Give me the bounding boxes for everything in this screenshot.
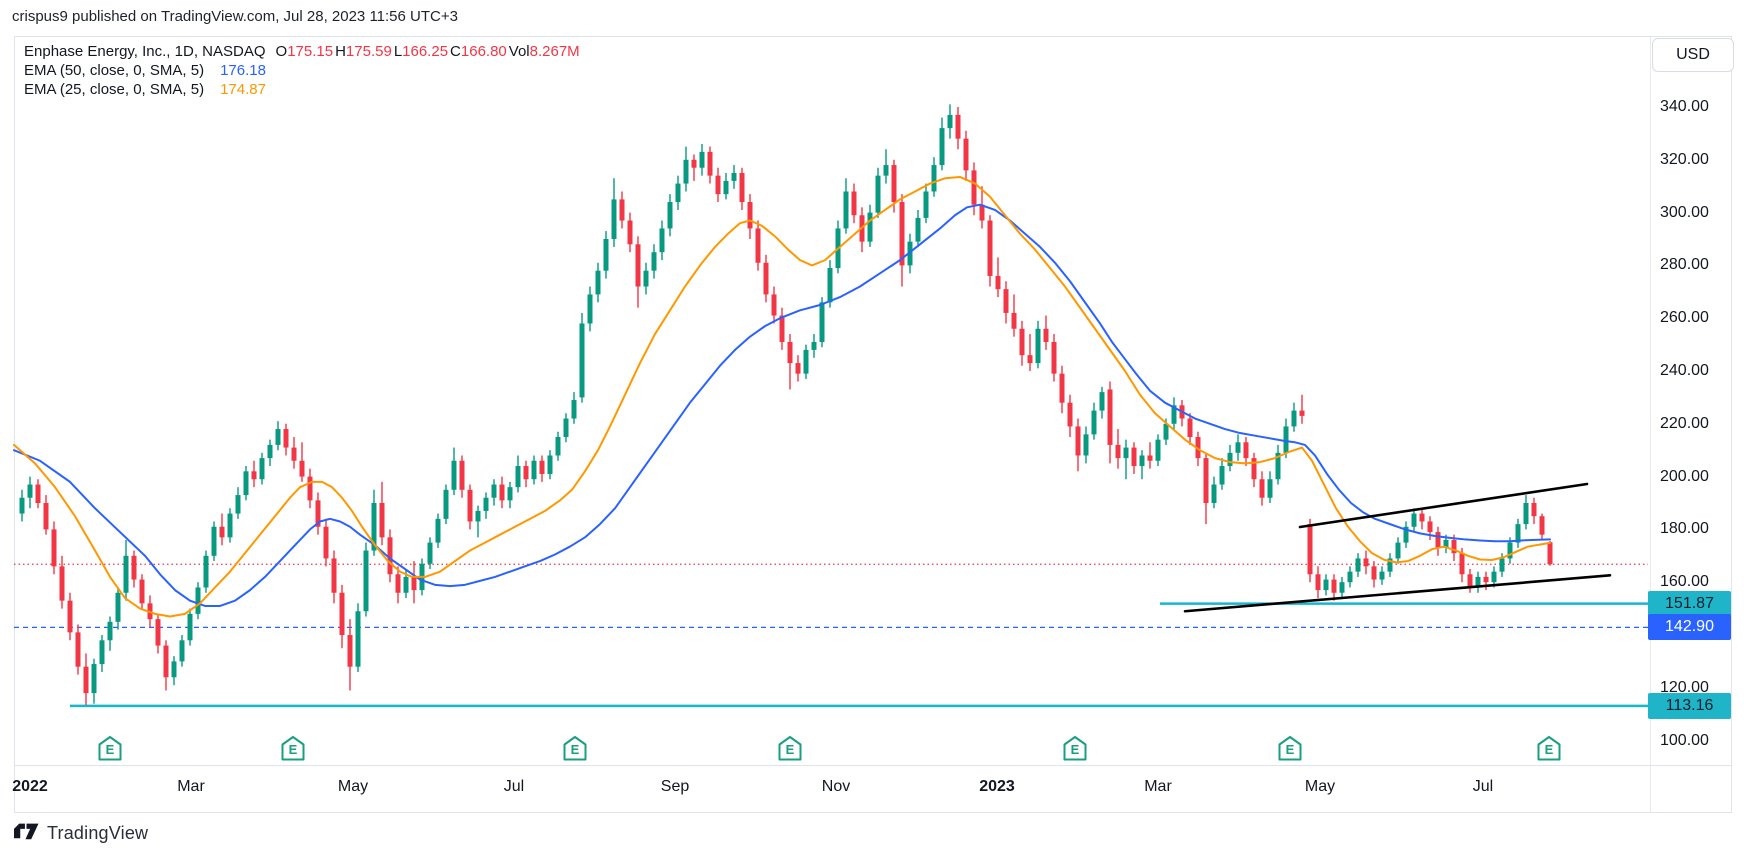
time-label-Jul: Jul — [503, 778, 525, 795]
svg-text:E: E — [1286, 742, 1295, 757]
indicator-label: EMA (25, close, 0, SMA, 5) — [24, 81, 205, 98]
svg-text:E: E — [1545, 742, 1554, 757]
indicator-row-0[interactable]: EMA (50, close, 0, SMA, 5) 176.18 — [24, 61, 580, 80]
time-label-Jul: Jul — [1472, 778, 1494, 795]
symbol-title[interactable]: Enphase Energy, Inc., 1D, NASDAQ — [24, 43, 266, 60]
price-axis-separator — [1650, 36, 1651, 813]
chart-legend: Enphase Energy, Inc., 1D, NASDAQ O175.15… — [24, 42, 580, 99]
time-axis-separator — [14, 765, 1732, 766]
time-label-May: May — [337, 778, 369, 795]
svg-text:E: E — [571, 742, 580, 757]
price-level-box-113.16: 113.16 — [1648, 692, 1731, 719]
time-label-Mar: Mar — [1144, 778, 1172, 795]
attribution-text: crispus9 published on TradingView.com, J… — [12, 8, 458, 25]
price-label-100.00: 100.00 — [1660, 731, 1709, 749]
ohlc-values: O175.15 H175.59 L166.25 C166.80 Vol8.267M — [274, 42, 580, 61]
svg-text:E: E — [1071, 742, 1080, 757]
svg-text:E: E — [106, 742, 115, 757]
price-label-320.00: 320.00 — [1660, 150, 1709, 168]
svg-text:E: E — [289, 742, 298, 757]
svg-text:E: E — [786, 742, 795, 757]
price-label-260.00: 260.00 — [1660, 309, 1709, 327]
ohlc-vol: Vol8.267M — [508, 43, 580, 60]
earnings-icon[interactable]: E — [97, 735, 124, 762]
price-label-220.00: 220.00 — [1660, 414, 1709, 432]
time-label-Nov: Nov — [821, 778, 851, 795]
time-label-May: May — [1304, 778, 1336, 795]
time-label-Sep: Sep — [660, 778, 690, 795]
ohlc-h: H175.59 — [335, 43, 392, 60]
price-label-180.00: 180.00 — [1660, 520, 1709, 538]
currency-button[interactable]: USD — [1652, 38, 1734, 72]
ohlc-o: O175.15 — [275, 43, 334, 60]
earnings-icon[interactable]: E — [562, 735, 589, 762]
price-label-340.00: 340.00 — [1660, 98, 1709, 115]
ohlc-l: L166.25 — [393, 43, 449, 60]
price-label-300.00: 300.00 — [1660, 203, 1709, 221]
price-label-280.00: 280.00 — [1660, 256, 1709, 274]
price-label-160.00: 160.00 — [1660, 573, 1709, 591]
indicator-value: 174.87 — [220, 81, 266, 98]
earnings-icon[interactable]: E — [280, 735, 307, 762]
price-label-200.00: 200.00 — [1660, 467, 1709, 485]
tradingview-logo[interactable]: TradingView — [14, 822, 148, 844]
tradingview-logo-text: TradingView — [47, 822, 149, 843]
chart-card — [14, 36, 1732, 813]
earnings-icon[interactable]: E — [1277, 735, 1304, 762]
tradingview-logo-icon — [14, 823, 39, 840]
time-label-2022: 2022 — [12, 778, 48, 795]
price-label-240.00: 240.00 — [1660, 362, 1709, 379]
indicator-label: EMA (50, close, 0, SMA, 5) — [24, 62, 205, 79]
price-level-box-151.87: 151.87 — [1648, 590, 1731, 617]
ohlc-c: C166.80 — [450, 43, 507, 60]
earnings-icon[interactable]: E — [1062, 735, 1089, 762]
earnings-icon[interactable]: E — [777, 735, 804, 762]
price-level-box-142.90: 142.90 — [1648, 614, 1731, 641]
indicator-row-1[interactable]: EMA (25, close, 0, SMA, 5) 174.87 — [24, 80, 580, 99]
time-label-2023: 2023 — [979, 778, 1015, 795]
indicator-value: 176.18 — [220, 62, 266, 79]
time-label-Mar: Mar — [177, 778, 205, 795]
price-label-120.00: 120.00 — [1660, 678, 1709, 696]
indicator-legend: EMA (50, close, 0, SMA, 5) 176.18 EMA (25,… — [24, 61, 580, 99]
earnings-icon[interactable]: E — [1536, 735, 1563, 762]
